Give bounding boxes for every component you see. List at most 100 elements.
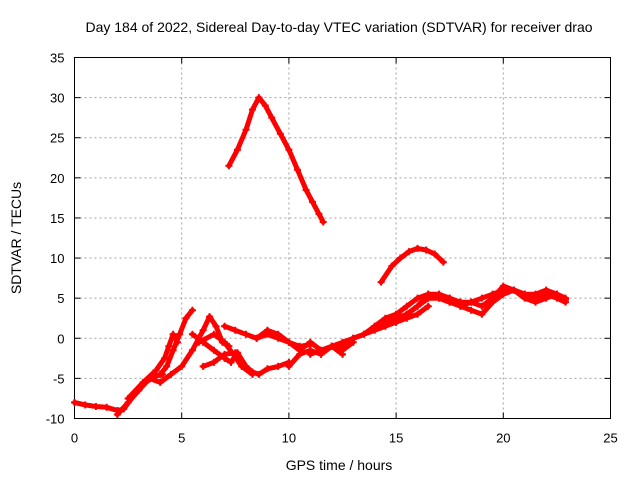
data-point <box>431 250 439 258</box>
y-tick-label: 35 <box>50 51 64 66</box>
data-point <box>81 401 89 409</box>
data-point <box>103 403 111 411</box>
data-point <box>169 346 177 354</box>
data-point <box>302 186 310 194</box>
data-point <box>71 398 78 406</box>
data-point <box>392 318 400 326</box>
data-point <box>92 402 100 410</box>
data-point <box>268 114 276 122</box>
data-point <box>414 244 422 252</box>
data-point <box>255 370 263 378</box>
data-point <box>561 296 569 304</box>
data-point <box>489 298 497 306</box>
data-point <box>253 334 261 342</box>
data-point <box>139 378 147 386</box>
data-point <box>263 365 271 373</box>
data-point <box>553 290 561 298</box>
plot-frame <box>74 57 611 419</box>
axis-ticks: 0 5 10 15 20 25 -10 -5 0 5 10 15 20 25 30 35 <box>46 51 618 446</box>
data-point <box>403 310 411 318</box>
data-point <box>113 410 121 418</box>
data-point <box>195 338 203 346</box>
data-point <box>371 322 379 330</box>
data-point <box>381 318 389 326</box>
data-point <box>317 346 325 354</box>
data-point <box>231 326 239 334</box>
data-point <box>424 294 432 302</box>
y-tick-label: 25 <box>50 131 64 146</box>
data-point <box>414 294 422 302</box>
data-point <box>242 330 250 338</box>
data-point <box>285 338 293 346</box>
data-point <box>221 350 229 358</box>
data-point <box>261 102 269 110</box>
data-point <box>439 258 447 266</box>
data-point <box>163 362 171 370</box>
data-point <box>521 294 529 302</box>
y-tick-label: 5 <box>57 291 64 306</box>
data-point <box>306 338 314 346</box>
data-series <box>71 94 569 418</box>
x-tick-label: 5 <box>178 431 185 446</box>
data-point <box>152 366 160 374</box>
data-point <box>146 374 154 382</box>
data-point <box>274 330 282 338</box>
data-point <box>542 294 550 302</box>
data-point <box>405 248 413 256</box>
data-point <box>188 346 196 354</box>
y-tick-label: 0 <box>57 331 64 346</box>
data-point <box>263 326 271 334</box>
data-point <box>446 294 454 302</box>
grid-lines <box>74 57 611 419</box>
x-tick-label: 20 <box>496 431 510 446</box>
data-point <box>169 330 177 338</box>
data-point <box>499 282 507 290</box>
y-tick-label: 15 <box>50 211 64 226</box>
data-point <box>199 362 207 370</box>
data-point <box>225 162 233 170</box>
data-point <box>308 198 316 206</box>
data-point <box>242 362 250 370</box>
data-point <box>285 146 293 154</box>
data-point <box>306 350 314 358</box>
data-point <box>456 302 464 310</box>
data-point <box>210 330 218 338</box>
data-point <box>377 278 385 286</box>
data-point <box>396 254 404 262</box>
x-axis-label: GPS time / hours <box>286 457 393 473</box>
x-tick-label: 15 <box>389 431 403 446</box>
data-point <box>499 290 507 298</box>
data-point <box>276 130 284 138</box>
data-point <box>467 306 475 314</box>
data-point <box>248 368 256 376</box>
data-point <box>435 294 443 302</box>
data-point <box>467 298 475 306</box>
data-point <box>156 378 164 386</box>
data-point <box>293 166 301 174</box>
data-point <box>212 322 220 330</box>
series-arc-6 <box>196 331 255 377</box>
data-point <box>339 342 346 350</box>
data-point <box>403 302 411 310</box>
y-tick-label: 20 <box>50 171 64 186</box>
data-point <box>388 262 396 270</box>
series-arc-2 <box>114 307 195 417</box>
data-point <box>315 210 323 218</box>
data-point <box>414 310 422 318</box>
data-point <box>319 218 327 226</box>
data-point <box>360 330 368 338</box>
y-axis-label: SDTVAR / TECUs <box>8 182 24 294</box>
data-point <box>255 94 263 102</box>
data-point <box>161 354 169 362</box>
series-arc-9 <box>226 95 326 225</box>
data-point <box>531 290 539 298</box>
data-point <box>285 362 293 370</box>
series-arc-7 <box>200 350 292 377</box>
data-point <box>414 302 422 310</box>
data-point <box>221 322 229 330</box>
data-point <box>206 313 214 321</box>
chart-title: Day 184 of 2022, Sidereal Day-to-day VTE… <box>85 19 592 35</box>
data-point <box>422 246 430 254</box>
data-point <box>478 302 486 310</box>
data-point <box>242 126 250 134</box>
